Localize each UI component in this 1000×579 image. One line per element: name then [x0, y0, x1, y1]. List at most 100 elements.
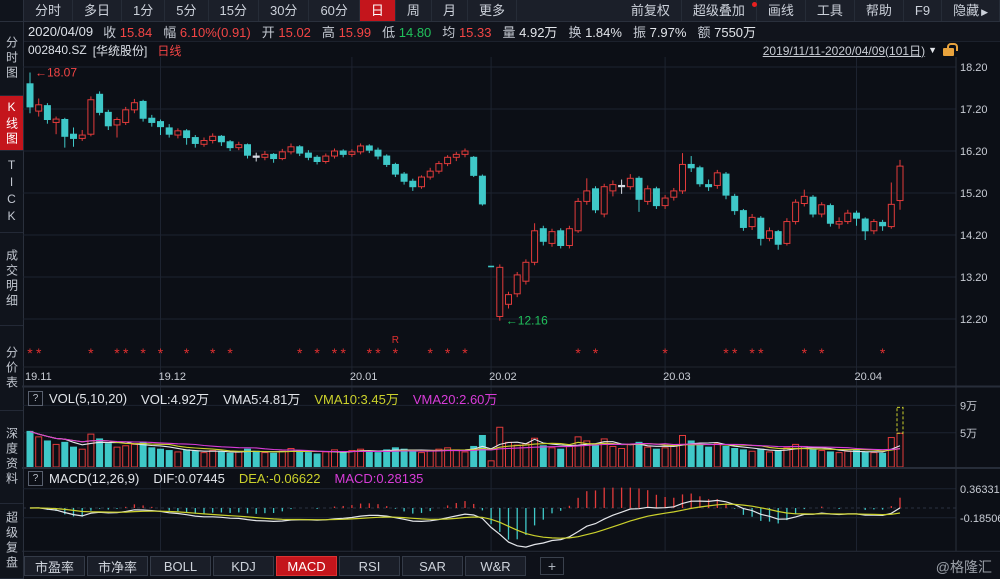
svg-text:5万: 5万 [960, 428, 977, 440]
tab-weekly[interactable]: 周 [396, 0, 432, 21]
f9-button[interactable]: F9 [904, 0, 943, 21]
svg-text:*: * [367, 345, 373, 361]
tab-pb-ratio[interactable]: 市净率 [87, 556, 148, 576]
svg-text:R: R [392, 335, 399, 346]
vma10-value: VMA10:3.45万 [314, 392, 399, 407]
svg-text:19.12: 19.12 [159, 371, 187, 383]
svg-text:12.20: 12.20 [960, 314, 988, 326]
indicator-tabbar: 市盈率 市净率 BOLL KDJ MACD RSI SAR W&R + [24, 553, 1000, 579]
tab-30min[interactable]: 30分 [259, 0, 310, 21]
dif-value: DIF:0.07445 [153, 471, 225, 486]
view-sidebar: 分时图 K线图 TICK 成交明细 分价表 深度资料 超级复盘 [0, 22, 24, 579]
date-range-selector[interactable]: 2019/11/11-2020/04/09(101日) ▼ [762, 42, 958, 59]
svg-text:*: * [749, 345, 755, 361]
help-icon[interactable]: ? [28, 391, 43, 406]
tab-rsi[interactable]: RSI [339, 556, 400, 576]
tab-monthly[interactable]: 月 [432, 0, 468, 21]
quote-low: 低 14.80 [382, 25, 432, 40]
dea-value: DEA:-0.06622 [238, 471, 321, 486]
tools-button[interactable]: 工具 [806, 0, 855, 21]
quote-amplitude: 振 7.97% [632, 25, 687, 40]
add-indicator-button[interactable]: + [540, 557, 564, 575]
svg-text:*: * [184, 345, 190, 361]
sidebar-item-fenshitu[interactable]: 分时图 [0, 22, 23, 96]
hide-button[interactable]: 隐藏 ▶ [942, 0, 1000, 21]
macd-value: MACD:0.28135 [334, 471, 424, 486]
svg-text:18.20: 18.20 [960, 62, 988, 74]
candlestick-chart[interactable]: * * * * * * * * * * * * * * * * * * * * * * * * * * * * * *R←18.07←12… [22, 56, 1000, 553]
svg-text:*: * [227, 345, 233, 361]
quote-turnover-rate: 换 1.84% [568, 25, 622, 40]
svg-text:*: * [723, 345, 729, 361]
svg-text:14.20: 14.20 [960, 230, 988, 242]
help-button[interactable]: 帮助 [855, 0, 904, 21]
svg-text:*: * [462, 345, 468, 361]
svg-text:←12.16: ←12.16 [506, 314, 548, 328]
svg-text:*: * [880, 345, 886, 361]
chevron-down-icon: ▼ [928, 45, 937, 55]
tab-15min[interactable]: 15分 [209, 0, 259, 21]
svg-text:*: * [27, 345, 33, 361]
tab-duori[interactable]: 多日 [73, 0, 123, 21]
svg-text:*: * [593, 345, 599, 361]
svg-text:*: * [393, 345, 399, 361]
svg-text:*: * [575, 345, 581, 361]
super-overlay-label: 超级叠加 [692, 3, 745, 18]
tab-60min[interactable]: 60分 [309, 0, 360, 21]
sidebar-item-shendu[interactable]: 深度资料 [0, 411, 23, 504]
sidebar-item-klinetu[interactable]: K线图 [0, 96, 23, 151]
quote-change: 幅 6.10%(0.91) [163, 25, 251, 40]
tab-5min[interactable]: 5分 [165, 0, 209, 21]
svg-text:*: * [340, 345, 346, 361]
vol-indicator-name: VOL(5,10,20) [49, 391, 128, 406]
toolbar-right: 前复权 超级叠加 画线 工具 帮助 F9 隐藏 ▶ [620, 0, 1000, 21]
tab-more[interactable]: 更多 [468, 0, 517, 21]
tab-boll[interactable]: BOLL [150, 556, 211, 576]
svg-text:*: * [662, 345, 668, 361]
period-label: 日线 [157, 43, 182, 58]
sidebar-item-chengjiaomingxi[interactable]: 成交明细 [0, 233, 23, 326]
svg-text:*: * [314, 345, 320, 361]
quote-date: 2020/04/09 [28, 24, 94, 39]
help-icon[interactable]: ? [28, 471, 43, 486]
svg-text:20.04: 20.04 [855, 371, 883, 383]
super-overlay-button[interactable]: 超级叠加 [682, 0, 757, 21]
vma20-value: VMA20:2.60万 [412, 392, 498, 407]
adjust-mode-button[interactable]: 前复权 [620, 0, 682, 21]
svg-text:*: * [210, 345, 216, 361]
tab-daily[interactable]: 日 [359, 0, 396, 21]
quote-open: 开 15.02 [261, 25, 311, 40]
svg-text:*: * [445, 345, 451, 361]
chevron-right-icon: ▶ [981, 7, 988, 17]
sidebar-item-chaojifupan[interactable]: 超级复盘 [0, 504, 23, 579]
svg-text:15.20: 15.20 [960, 188, 988, 200]
svg-text:*: * [123, 345, 129, 361]
period-toolbar: 分时 多日 1分 5分 15分 30分 60分 日 周 月 更多 前复权 超级叠… [0, 0, 1000, 22]
stock-name: [华统股份] [92, 43, 148, 58]
tab-fenshi[interactable]: 分时 [24, 0, 74, 21]
sidebar-item-fenjiabiao[interactable]: 分价表 [0, 326, 23, 411]
tab-pe-ratio[interactable]: 市盈率 [24, 556, 85, 576]
macd-pane-header: ? MACD(12,26,9) DIF:0.07445 DEA:-0.06622… [28, 471, 437, 486]
tab-sar[interactable]: SAR [402, 556, 463, 576]
tab-macd[interactable]: MACD [276, 556, 337, 576]
tab-wr[interactable]: W&R [465, 556, 526, 576]
svg-text:*: * [332, 345, 338, 361]
svg-text:-0.18506: -0.18506 [960, 513, 1000, 525]
svg-text:*: * [427, 345, 433, 361]
svg-text:0.36331: 0.36331 [960, 484, 1000, 496]
svg-text:*: * [819, 345, 825, 361]
tab-kdj[interactable]: KDJ [213, 556, 274, 576]
sidebar-item-tick[interactable]: TICK [0, 151, 23, 233]
draw-line-button[interactable]: 画线 [757, 0, 806, 21]
stock-code: 002840.SZ [28, 43, 87, 57]
tab-1min[interactable]: 1分 [122, 0, 166, 21]
quote-amount: 额 7550万 [697, 25, 757, 40]
hide-label: 隐藏 [953, 3, 980, 18]
svg-text:19.11: 19.11 [25, 371, 52, 383]
volume-pane-header: ? VOL(5,10,20) VOL:4.92万 VMA5:4.81万 VMA1… [28, 389, 511, 408]
date-range-text: 2019/11/11-2020/04/09(101日) [762, 43, 926, 58]
unlock-icon[interactable] [943, 43, 958, 56]
macd-indicator-name: MACD(12,26,9) [49, 471, 140, 486]
